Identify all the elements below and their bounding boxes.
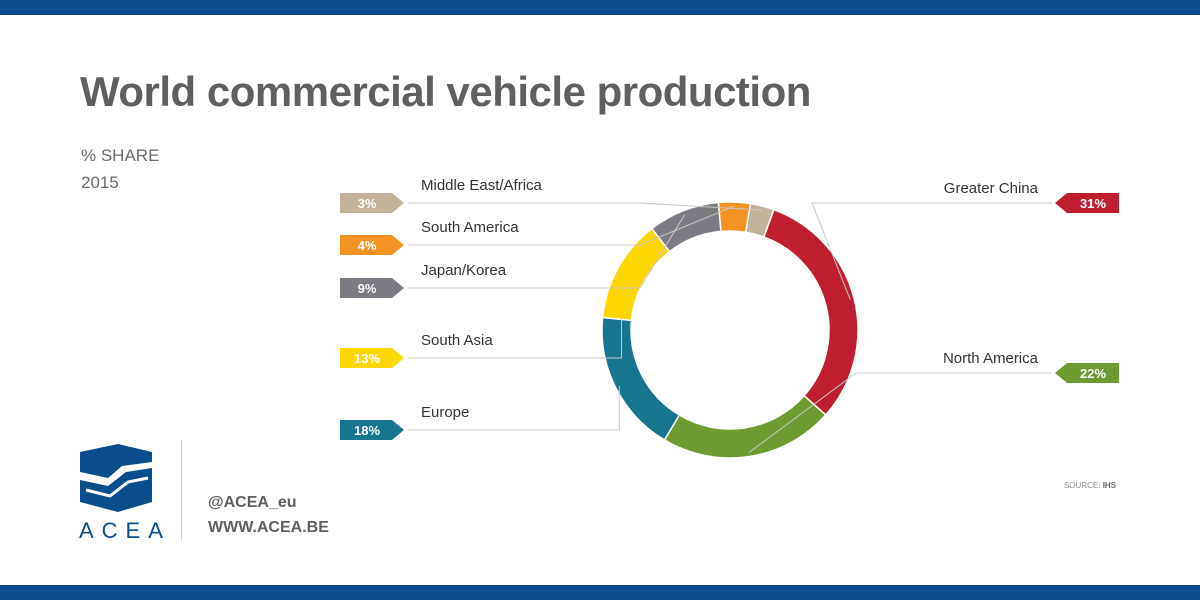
- value-south-asia: 13%: [354, 351, 380, 366]
- badge-south-america: 4%: [340, 235, 404, 255]
- footer-divider: [181, 440, 182, 540]
- badge-bg-greater-china: [1055, 193, 1119, 213]
- slice-greater-china: [762, 208, 859, 417]
- slice-south-asia: [601, 227, 671, 322]
- twitter-handle[interactable]: @ACEA_eu: [208, 494, 297, 511]
- badge-europe: 18%: [340, 420, 404, 440]
- value-south-america: 4%: [358, 238, 377, 253]
- leader-line-japan-korea: [408, 214, 686, 289]
- subtitle-year: 2015: [81, 173, 119, 192]
- slice-europe: [601, 316, 681, 441]
- source-prefix: SOURCE:: [1064, 481, 1101, 490]
- label-south-asia: South Asia: [421, 332, 493, 349]
- badge-japan-korea: 9%: [340, 278, 404, 298]
- label-middle-east-africa: Middle East/Africa: [421, 177, 543, 194]
- acea-wordmark: ACEA: [79, 518, 171, 543]
- value-middle-east-africa: 3%: [358, 196, 377, 211]
- badge-greater-china: 31%: [1055, 193, 1119, 213]
- slice-middle-east-africa: [744, 202, 775, 238]
- value-greater-china: 31%: [1080, 196, 1106, 211]
- badge-south-asia: 13%: [340, 348, 404, 368]
- website-link[interactable]: WWW.ACEA.BE: [208, 519, 329, 536]
- leader-line-north-america: [748, 372, 1052, 453]
- badge-bg-europe: [340, 420, 404, 440]
- label-europe: Europe: [421, 404, 469, 421]
- value-north-america: 22%: [1080, 366, 1106, 381]
- badge-middle-east-africa: 3%: [340, 193, 404, 213]
- badge-bg-south-asia: [340, 348, 404, 368]
- label-south-america: South America: [421, 219, 519, 236]
- leader-line-middle-east-africa: [408, 202, 762, 211]
- bottom-accent-bar: [0, 585, 1200, 600]
- badge-bg-north-america: [1055, 363, 1119, 383]
- badge-bg-japan-korea: [340, 278, 404, 298]
- subtitle-measure: % SHARE: [81, 146, 160, 165]
- source-name: IHS: [1102, 481, 1117, 490]
- label-north-america: North America: [943, 350, 1039, 367]
- slice-north-america: [663, 394, 827, 459]
- badge-bg-south-america: [340, 235, 404, 255]
- top-accent-bar: [0, 0, 1200, 15]
- label-japan-korea: Japan/Korea: [421, 262, 507, 279]
- leader-line-europe: [408, 385, 620, 431]
- badge-north-america: 22%: [1055, 363, 1119, 383]
- value-europe: 18%: [354, 423, 380, 438]
- value-japan-korea: 9%: [358, 281, 377, 296]
- source-note: SOURCE: IHS: [1064, 481, 1116, 490]
- acea-logo-icon: [80, 444, 152, 512]
- leader-line-south-asia: [408, 269, 623, 359]
- page-title: World commercial vehicle production: [80, 68, 811, 115]
- leader-line-south-america: [408, 205, 735, 246]
- leader-line-greater-china: [811, 202, 1052, 300]
- badge-bg-middle-east-africa: [340, 193, 404, 213]
- label-greater-china: Greater China: [944, 180, 1039, 197]
